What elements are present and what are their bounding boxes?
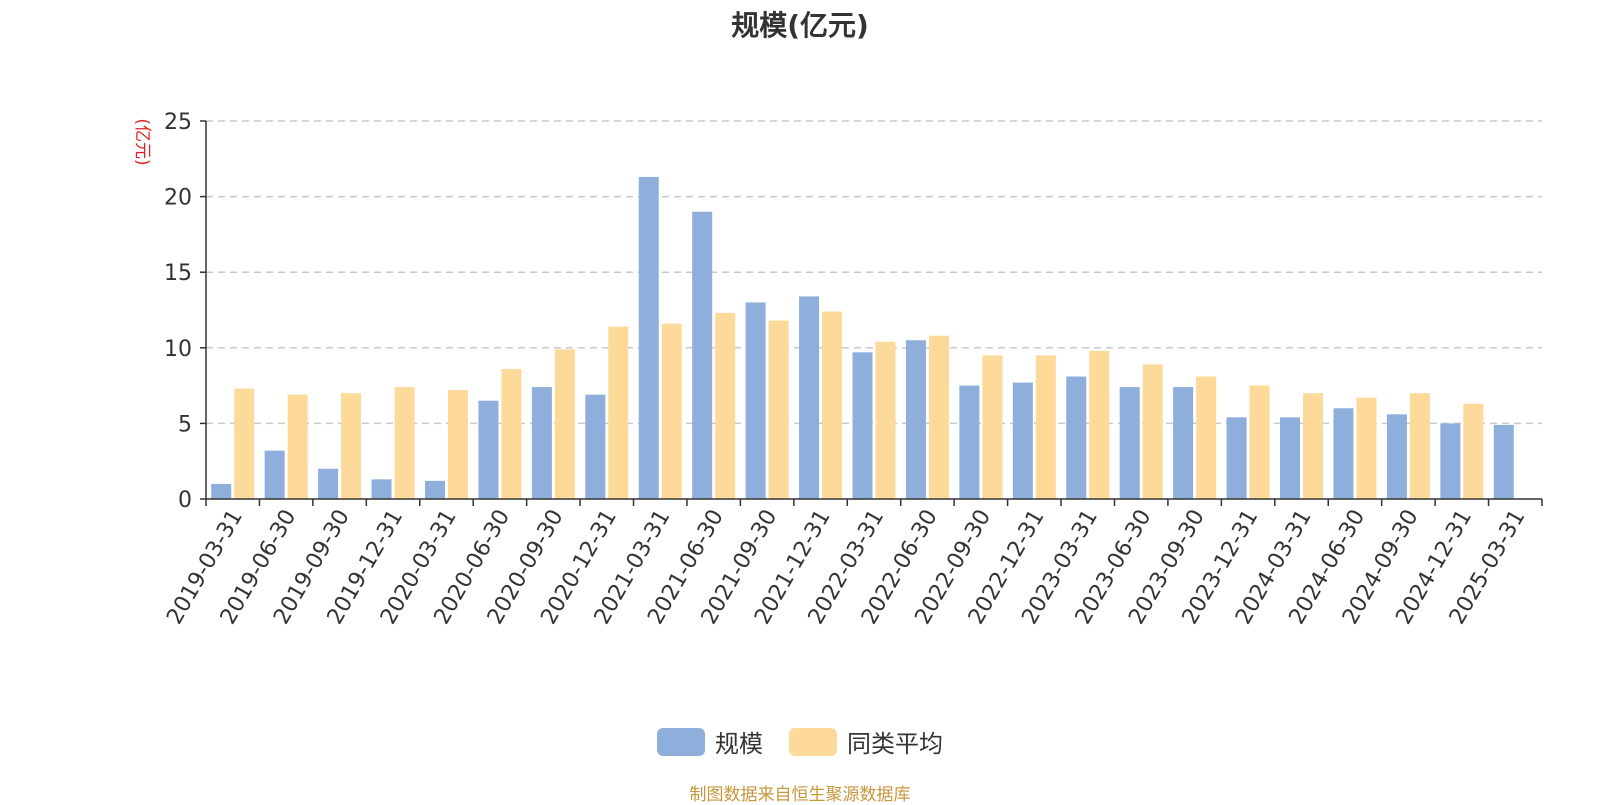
x-tick-labels: 2019-03-312019-06-302019-09-302019-12-31… xyxy=(162,506,1530,629)
bar-peer-average[interactable] xyxy=(1463,403,1484,499)
bar-peer-average[interactable] xyxy=(1409,393,1430,499)
bar-scale[interactable] xyxy=(905,340,926,499)
bar-scale[interactable] xyxy=(799,296,820,499)
y-tick-label: 10 xyxy=(164,337,192,362)
bar-scale[interactable] xyxy=(638,176,659,499)
bar-scale[interactable] xyxy=(478,400,499,499)
bar-peer-average[interactable] xyxy=(341,393,362,499)
bar-scale[interactable] xyxy=(264,450,285,499)
bar-peer-average[interactable] xyxy=(661,323,682,499)
bar-peer-average[interactable] xyxy=(1142,364,1163,499)
bar-scale[interactable] xyxy=(1012,382,1033,499)
y-tick-label: 15 xyxy=(164,261,192,286)
legend-swatch-peer-average xyxy=(789,727,837,756)
bar-scale[interactable] xyxy=(424,480,445,499)
bar-scale[interactable] xyxy=(1173,387,1194,499)
bar-peer-average[interactable] xyxy=(1035,355,1056,499)
bar-peer-average[interactable] xyxy=(1303,393,1324,499)
y-axis-label: (亿元) xyxy=(132,118,152,165)
bar-peer-average[interactable] xyxy=(768,320,789,499)
bar-peer-average[interactable] xyxy=(715,313,736,499)
bar-scale[interactable] xyxy=(318,468,339,499)
y-tick-label: 25 xyxy=(164,110,192,135)
chart-title: 规模(亿元) xyxy=(731,9,869,42)
bar-scale[interactable] xyxy=(1493,424,1514,499)
bar-scale[interactable] xyxy=(1440,423,1461,499)
y-tick-label: 5 xyxy=(178,412,192,437)
bar-peer-average[interactable] xyxy=(1249,385,1270,499)
bar-peer-average[interactable] xyxy=(928,335,949,499)
bar-scale[interactable] xyxy=(1226,417,1247,499)
legend-item-scale[interactable]: 规模 xyxy=(657,724,763,759)
bar-peer-average[interactable] xyxy=(875,341,896,499)
bar-scale[interactable] xyxy=(211,483,232,499)
bar-scale[interactable] xyxy=(585,394,606,499)
bar-scale[interactable] xyxy=(1066,376,1087,499)
legend-item-peer-average[interactable]: 同类平均 xyxy=(789,724,943,759)
bar-scale[interactable] xyxy=(1333,408,1354,499)
bar-scale[interactable] xyxy=(531,387,552,499)
axes xyxy=(200,120,1543,506)
bar-peer-average[interactable] xyxy=(1089,350,1110,499)
bar-scale[interactable] xyxy=(852,352,873,499)
bar-peer-average[interactable] xyxy=(394,387,415,499)
legend-label-scale: 规模 xyxy=(715,730,763,758)
bar-peer-average[interactable] xyxy=(234,388,255,499)
bar-scale[interactable] xyxy=(1280,417,1301,499)
bar-scale[interactable] xyxy=(1386,414,1407,499)
bars xyxy=(211,176,1514,499)
bar-peer-average[interactable] xyxy=(608,326,629,499)
bar-scale[interactable] xyxy=(371,479,392,499)
legend-label-peer-average: 同类平均 xyxy=(847,730,943,758)
gridlines xyxy=(206,120,1542,425)
bar-peer-average[interactable] xyxy=(287,394,308,499)
legend-swatch-scale xyxy=(657,727,705,756)
bar-peer-average[interactable] xyxy=(1356,397,1377,499)
y-tick-label: 0 xyxy=(178,488,192,513)
bar-peer-average[interactable] xyxy=(982,355,1003,499)
bar-scale[interactable] xyxy=(959,385,980,499)
y-tick-labels: 0 5 10 15 20 25 xyxy=(164,110,192,513)
bar-peer-average[interactable] xyxy=(447,390,468,499)
bar-peer-average[interactable] xyxy=(501,368,522,499)
bar-scale[interactable] xyxy=(1119,387,1140,499)
bar-scale[interactable] xyxy=(745,302,766,499)
bar-peer-average[interactable] xyxy=(822,311,843,499)
bar-peer-average[interactable] xyxy=(1196,376,1217,499)
legend: 规模 同类平均 xyxy=(0,724,1600,759)
bar-peer-average[interactable] xyxy=(554,349,575,499)
bar-scale[interactable] xyxy=(692,211,713,499)
source-note: 制图数据来自恒生聚源数据库 xyxy=(689,785,911,805)
y-tick-label: 20 xyxy=(164,186,192,211)
